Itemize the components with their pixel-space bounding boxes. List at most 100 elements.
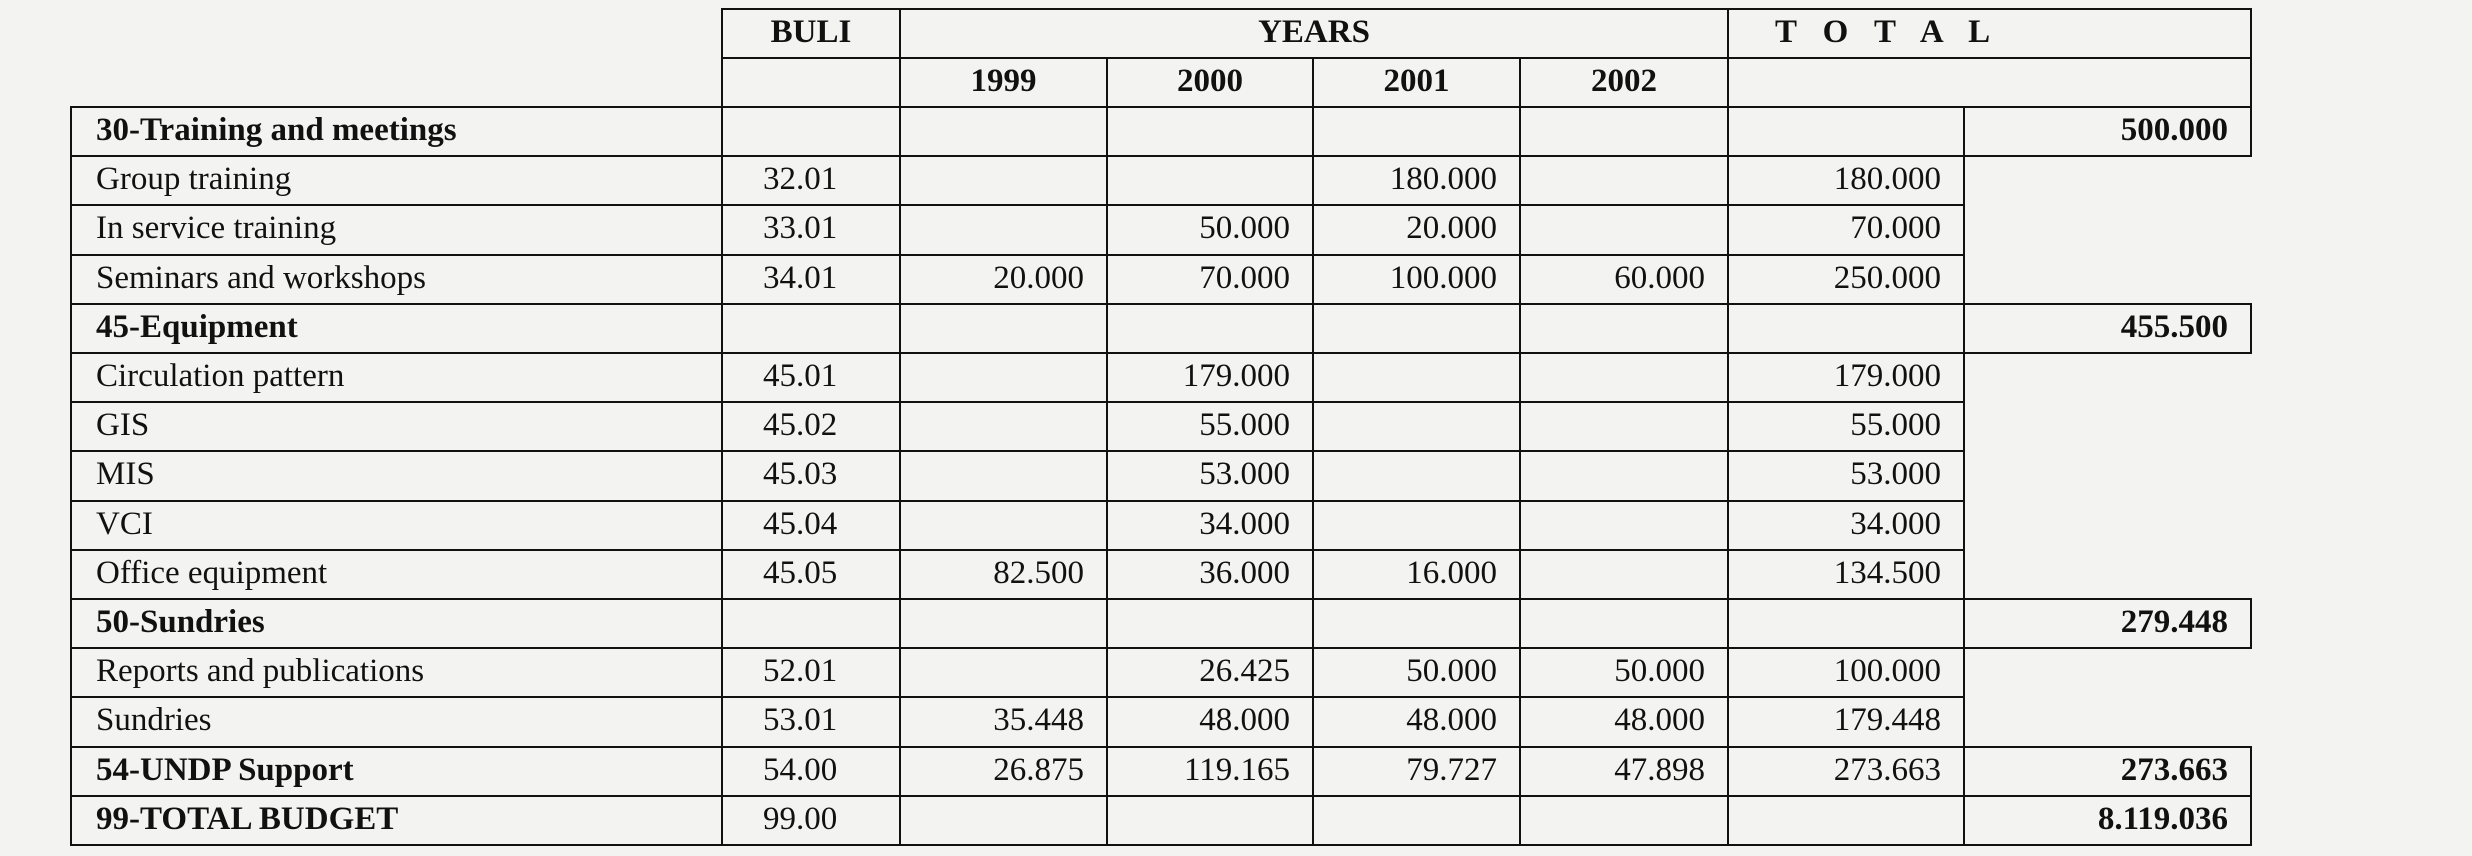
row-value: 36.000 — [1106, 548, 1314, 600]
row-label: Seminars and workshops — [70, 253, 723, 305]
row-value: 50.000 — [1519, 647, 1729, 699]
header-years: YEARS — [899, 8, 1729, 59]
row-code — [721, 302, 901, 354]
row-value — [1312, 302, 1521, 354]
row-value: 79.727 — [1312, 745, 1521, 797]
row-label: GIS — [70, 401, 723, 453]
row-label: In service training — [70, 204, 723, 256]
row-value — [899, 106, 1108, 158]
row-value: 250.000 — [1727, 253, 1965, 305]
row-value — [899, 401, 1108, 453]
row-value — [899, 450, 1108, 502]
row-value — [1727, 794, 1965, 846]
row-code: 45.01 — [721, 352, 901, 404]
row-code: 45.05 — [721, 548, 901, 600]
row-value: 119.165 — [1106, 745, 1314, 797]
row-value: 8.119.036 — [1963, 794, 2252, 846]
row-value: 20.000 — [1312, 204, 1521, 256]
row-code: 54.00 — [721, 745, 901, 797]
row-code: 45.02 — [721, 401, 901, 453]
row-value: 35.448 — [899, 696, 1108, 748]
header-year: 2001 — [1312, 57, 1521, 108]
row-code: 45.03 — [721, 450, 901, 502]
row-value — [1519, 204, 1729, 256]
row-code — [721, 598, 901, 650]
header-empty — [721, 57, 901, 108]
row-value — [1312, 401, 1521, 453]
row-label: 54-UNDP Support — [70, 745, 723, 797]
row-value: 48.000 — [1312, 696, 1521, 748]
row-value — [1312, 499, 1521, 551]
header-year: 2002 — [1519, 57, 1729, 108]
row-value — [1727, 598, 1965, 650]
row-value — [1312, 794, 1521, 846]
row-value — [1963, 549, 2252, 600]
row-value — [1106, 302, 1314, 354]
row-code: 99.00 — [721, 794, 901, 846]
row-label: 99-TOTAL BUDGET — [70, 794, 723, 846]
row-value: 53.000 — [1727, 450, 1965, 502]
row-value: 180.000 — [1312, 155, 1521, 207]
row-value — [899, 598, 1108, 650]
row-value: 82.500 — [899, 548, 1108, 600]
row-value — [1519, 499, 1729, 551]
row-value: 455.500 — [1963, 302, 2252, 354]
row-value: 34.000 — [1106, 499, 1314, 551]
row-value — [1106, 106, 1314, 158]
row-value: 70.000 — [1727, 204, 1965, 256]
row-label: Sundries — [70, 696, 723, 748]
row-value — [1519, 155, 1729, 207]
row-value — [1963, 155, 2252, 206]
row-value — [1106, 598, 1314, 650]
row-value — [899, 647, 1108, 699]
header-year: 1999 — [899, 57, 1108, 108]
row-value: 179.448 — [1727, 696, 1965, 748]
row-value: 20.000 — [899, 253, 1108, 305]
row-value — [899, 204, 1108, 256]
row-label: Office equipment — [70, 548, 723, 600]
row-value: 55.000 — [1106, 401, 1314, 453]
row-value — [899, 302, 1108, 354]
row-value — [1963, 450, 2252, 501]
row-code: 45.04 — [721, 499, 901, 551]
row-value — [899, 352, 1108, 404]
row-value — [1312, 598, 1521, 650]
header-buli: BULI — [721, 8, 901, 59]
row-code: 34.01 — [721, 253, 901, 305]
row-value — [1963, 696, 2252, 747]
row-value: 34.000 — [1727, 499, 1965, 551]
row-value — [899, 499, 1108, 551]
row-value: 273.663 — [1727, 745, 1965, 797]
row-value — [1519, 401, 1729, 453]
row-value — [1727, 106, 1965, 158]
header-year: 2000 — [1106, 57, 1314, 108]
row-value: 16.000 — [1312, 548, 1521, 600]
row-value: 55.000 — [1727, 401, 1965, 453]
row-code: 33.01 — [721, 204, 901, 256]
row-value — [1727, 302, 1965, 354]
row-value: 47.898 — [1519, 745, 1729, 797]
row-label: 30-Training and meetings — [70, 106, 723, 158]
row-code: 52.01 — [721, 647, 901, 699]
row-value: 134.500 — [1727, 548, 1965, 600]
row-value — [899, 155, 1108, 207]
row-value: 60.000 — [1519, 253, 1729, 305]
row-label: 45-Equipment — [70, 302, 723, 354]
row-value — [1519, 794, 1729, 846]
row-value: 26.875 — [899, 745, 1108, 797]
row-value: 53.000 — [1106, 450, 1314, 502]
row-value: 180.000 — [1727, 155, 1965, 207]
row-value: 50.000 — [1312, 647, 1521, 699]
row-label: Reports and publications — [70, 647, 723, 699]
row-code: 32.01 — [721, 155, 901, 207]
row-value: 179.000 — [1106, 352, 1314, 404]
row-value — [1106, 155, 1314, 207]
row-value — [1963, 204, 2252, 255]
row-value: 279.448 — [1963, 598, 2252, 650]
row-value — [1519, 450, 1729, 502]
row-value — [1963, 254, 2252, 305]
row-value — [1106, 794, 1314, 846]
row-label: MIS — [70, 450, 723, 502]
row-value: 179.000 — [1727, 352, 1965, 404]
